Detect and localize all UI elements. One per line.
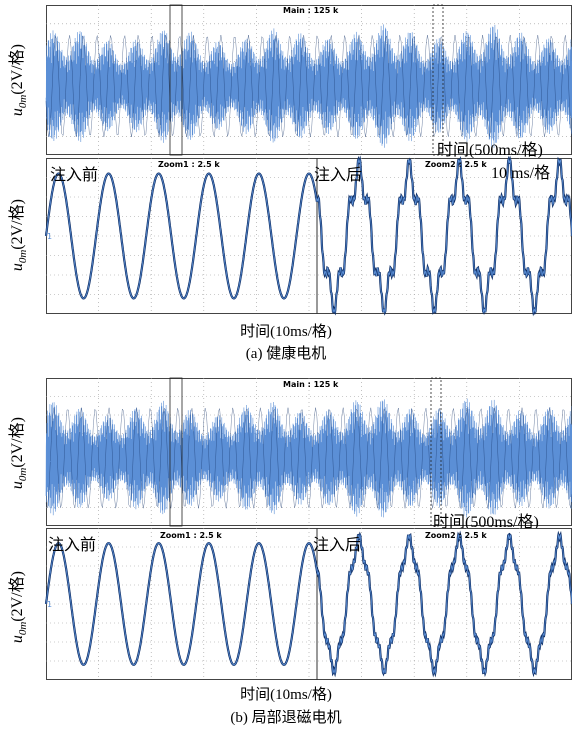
zoom1-label-b: Zoom1 : 2.5 k — [160, 531, 222, 540]
label-before-a: 注入前 — [50, 167, 99, 184]
scope-main-a: 1 — [45, 4, 572, 156]
label-before-b: 注入前 — [48, 537, 97, 554]
zoom1-label-a: Zoom1 : 2.5 k — [158, 160, 220, 169]
main-label-b: Main : 125 k — [283, 380, 339, 389]
channel-marker: 1 — [47, 600, 52, 609]
zoom-trace-highlight — [45, 533, 572, 675]
zoom2-window — [430, 377, 442, 527]
ylabel-b-top: u0m(2V/格) — [8, 417, 30, 490]
scope-main-b: 1 — [45, 377, 572, 527]
main-label-a: Main : 125 k — [283, 6, 339, 15]
channel-marker: 1 — [47, 232, 52, 241]
caption-a: (a) 健康电机 — [245, 346, 327, 362]
signal-trace — [45, 24, 572, 148]
signal-trace — [45, 398, 572, 518]
ylabel-b-bottom: u0m(2V/格) — [8, 571, 30, 644]
scope-zoom-a: 1 — [44, 155, 572, 317]
xlabel-a: 时间(10ms/格) — [240, 324, 332, 340]
label-after-a: 注入后 — [314, 167, 363, 184]
time-main-b: 时间(500ms/格) — [433, 514, 539, 531]
ylabel-a-top: u0m(2V/格) — [8, 44, 30, 117]
zoom2-window — [432, 4, 444, 156]
envelope-trace — [45, 34, 572, 138]
zoom2-label-b: Zoom2 : 2.5 k — [425, 531, 487, 540]
channel-marker: 1 — [47, 83, 52, 92]
envelope-trace — [45, 407, 572, 509]
zoom-trace-highlight — [45, 158, 572, 314]
xlabel-b: 时间(10ms/格) — [240, 687, 332, 703]
zoom2-label-a: Zoom2 : 2.5 k — [425, 160, 487, 169]
label-after-b: 注入后 — [313, 537, 362, 554]
ylabel-a-bottom: u0m(2V/格) — [8, 199, 30, 272]
scope-zoom-b: 1 — [44, 528, 572, 680]
caption-b: (b) 局部退磁电机 — [230, 710, 342, 726]
channel-marker: 1 — [47, 455, 52, 464]
time-zoom-inline-a: 10 ms/格 — [491, 165, 551, 182]
time-main-a: 时间(500ms/格) — [437, 142, 543, 159]
zoom1-window — [169, 377, 183, 527]
zoom1-window — [169, 4, 183, 156]
